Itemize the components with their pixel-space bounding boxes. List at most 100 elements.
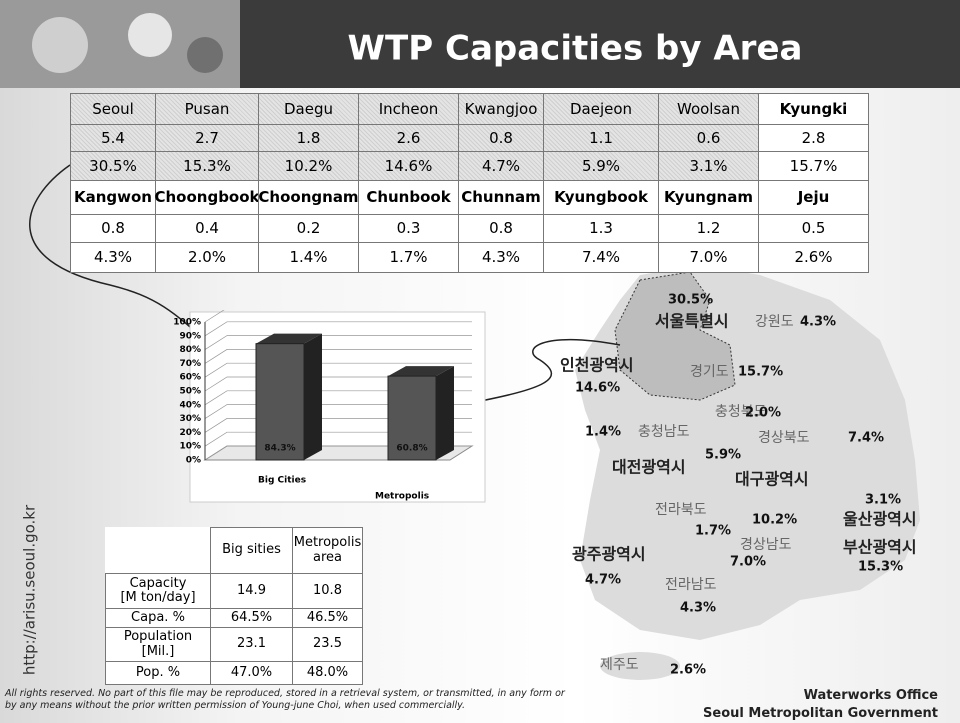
table-cell: 0.4 — [155, 214, 259, 243]
region-name: 울산광역시 — [843, 510, 917, 529]
government: Seoul Metropolitan Government — [703, 706, 938, 721]
region-share: 15.3% — [858, 560, 903, 575]
data-label: 84.3% — [264, 444, 295, 454]
region-name: 서울특별시 — [655, 312, 729, 331]
table-cell: 47.0% — [210, 661, 293, 685]
bar-side — [304, 334, 322, 460]
y-tick-label: 60% — [179, 373, 201, 383]
region-share: 4.3% — [680, 601, 716, 616]
column-header: Big sities — [210, 527, 293, 574]
column-header: Kyungnam — [658, 180, 759, 215]
region-name: 인천광역시 — [560, 356, 634, 375]
table-cell: 1.1 — [543, 124, 659, 152]
region-name: 경기도 — [690, 364, 729, 380]
region-share: 7.4% — [848, 431, 884, 446]
table-cell: 64.5% — [210, 608, 293, 628]
column-header: Metropolis area — [292, 527, 363, 574]
column-header: Kyungbook — [543, 180, 659, 215]
column-header: Chunbook — [358, 180, 459, 215]
region-name: 충청남도 — [638, 424, 690, 440]
region-name: 대구광역시 — [735, 470, 809, 489]
row-header: Capacity [M ton/day] — [105, 573, 211, 609]
y-tick-label: 90% — [179, 331, 201, 341]
url: http://arisu.seoul.go.kr — [21, 504, 39, 675]
table-cell: 1.8 — [258, 124, 359, 152]
table-cell: 4.3% — [70, 242, 156, 273]
table-cell: 2.7 — [155, 124, 259, 152]
region-share: 1.7% — [695, 524, 731, 539]
office: Waterworks Office — [804, 688, 938, 703]
table-cell: 0.2 — [258, 214, 359, 243]
table-cell: 7.0% — [658, 242, 759, 273]
y-tick-label: 80% — [179, 345, 201, 355]
row-header: Pop. % — [105, 661, 211, 685]
region-share: 7.0% — [730, 555, 766, 570]
y-tick-label: 50% — [179, 387, 201, 397]
table-cell: 5.4 — [70, 124, 156, 152]
column-header: Seoul — [70, 93, 156, 125]
region-name: 광주광역시 — [572, 545, 646, 564]
title-image — [128, 13, 172, 57]
region-name: 대전광역시 — [612, 458, 686, 477]
column-header: Pusan — [155, 93, 259, 125]
table-cell: 0.6 — [658, 124, 759, 152]
column-header: Kyungki — [758, 93, 869, 125]
region-name: 경상북도 — [758, 430, 810, 446]
table-cell: 7.4% — [543, 242, 659, 273]
y-tick-label: 10% — [179, 442, 201, 452]
table-cell: 4.3% — [458, 242, 544, 273]
table-cell: 0.8 — [458, 124, 544, 152]
region-share: 5.9% — [705, 448, 741, 463]
table-cell: 23.1 — [210, 627, 293, 662]
table-cell: 14.9 — [210, 573, 293, 609]
table-cell: 2.0% — [155, 242, 259, 273]
column-header: Jeju — [758, 180, 869, 215]
y-tick-label: 0% — [186, 456, 201, 466]
y-tick-label: 20% — [179, 428, 201, 438]
table-cell: 10.8 — [292, 573, 363, 609]
slide: WTP Capacities by Area http://arisu.seou… — [0, 0, 960, 723]
column-header: Daejeon — [543, 93, 659, 125]
table-cell: 23.5 — [292, 627, 363, 662]
region-share: 2.0% — [745, 406, 781, 421]
table-cell: 5.9% — [543, 151, 659, 181]
table-cell: 2.6 — [358, 124, 459, 152]
row-header: Capa. % — [105, 608, 211, 628]
table-cell: 30.5% — [70, 151, 156, 181]
table-cell: 15.3% — [155, 151, 259, 181]
title-image — [187, 37, 223, 73]
table-cell: 10.2% — [258, 151, 359, 181]
table-cell: 0.5 — [758, 214, 869, 243]
column-header: Woolsan — [658, 93, 759, 125]
region-share: 1.4% — [585, 425, 621, 440]
table-cell: 2.8 — [758, 124, 869, 152]
region-name: 전라남도 — [665, 577, 717, 593]
table-cell: 0.3 — [358, 214, 459, 243]
region-name: 제주도 — [600, 657, 639, 673]
region-name: 전라북도 — [655, 502, 707, 518]
region-name: 강원도 — [755, 314, 794, 330]
region-share: 4.3% — [800, 315, 836, 330]
bar-side — [436, 366, 454, 460]
region-share: 10.2% — [752, 513, 797, 528]
table-cell: 1.2 — [658, 214, 759, 243]
y-tick-label: 100% — [173, 318, 201, 328]
column-header: Choongnam — [258, 180, 359, 215]
table-cell: 0.8 — [70, 214, 156, 243]
table-cell: 46.5% — [292, 608, 363, 628]
y-tick-label: 40% — [179, 400, 201, 410]
region-share: 14.6% — [575, 381, 620, 396]
title-image — [32, 17, 88, 73]
table-cell: 15.7% — [758, 151, 869, 181]
column-header: Choongbook — [155, 180, 259, 215]
data-label: 60.8% — [396, 444, 427, 454]
x-tick-label: Big Cities — [258, 476, 306, 486]
table-cell: 3.1% — [658, 151, 759, 181]
column-header: Incheon — [358, 93, 459, 125]
x-tick-label: Metropolis — [375, 492, 429, 502]
table-cell: 4.7% — [458, 151, 544, 181]
column-header: Kangwon — [70, 180, 156, 215]
y-tick-label: 70% — [179, 359, 201, 369]
table-cell: 0.8 — [458, 214, 544, 243]
column-header: Chunnam — [458, 180, 544, 215]
